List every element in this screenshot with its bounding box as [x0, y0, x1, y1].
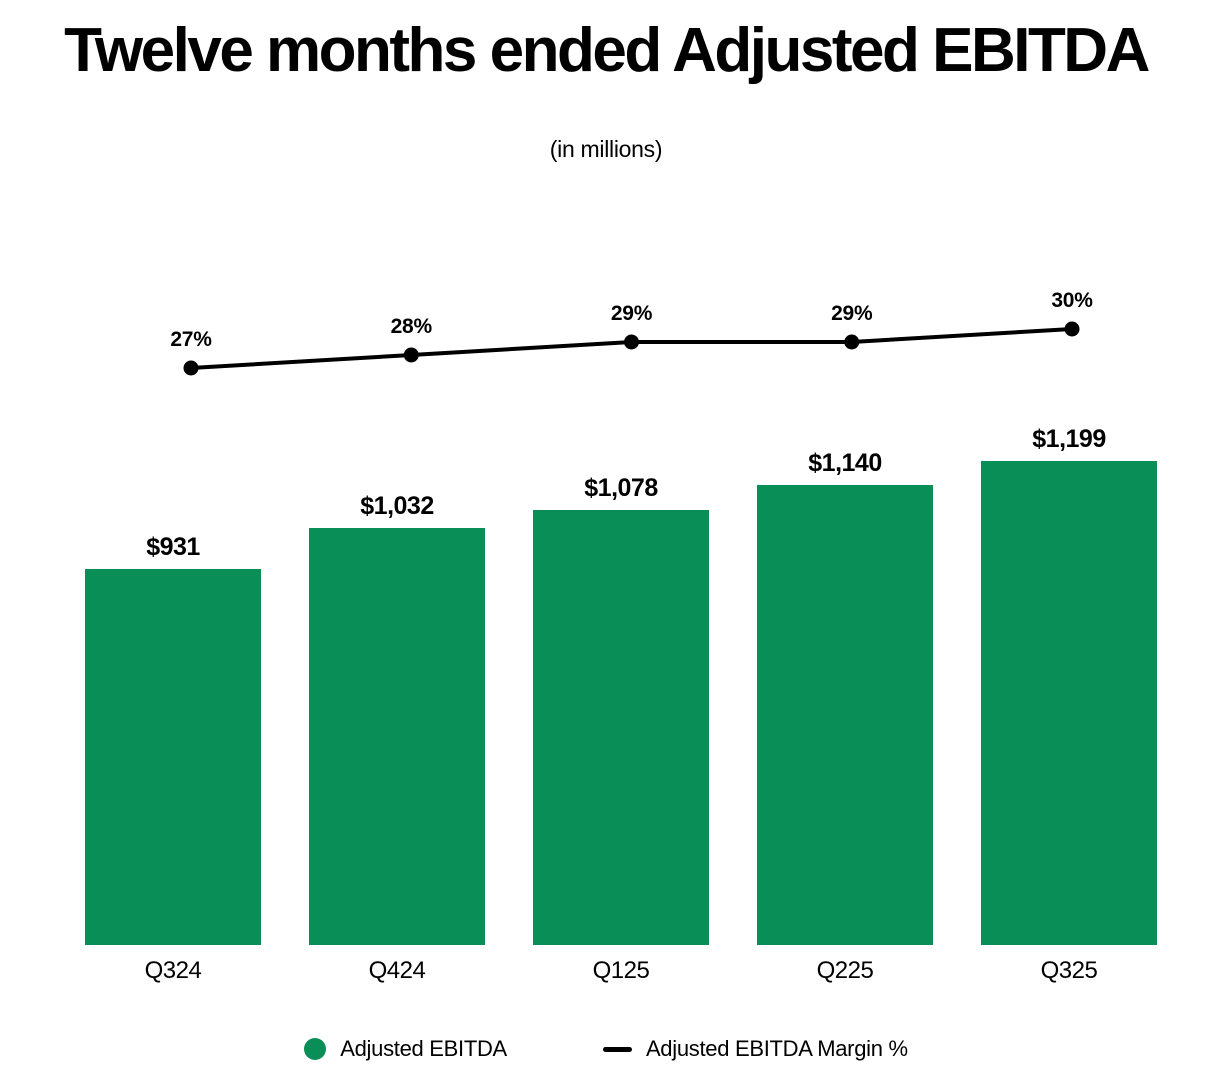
legend-label-margin: Adjusted EBITDA Margin %: [645, 1036, 908, 1061]
bar-q125: [533, 510, 709, 945]
margin-label-q225: 29%: [831, 302, 873, 325]
margin-line-point-q424: [403, 347, 419, 363]
margin-line-point-q324: [183, 360, 199, 376]
x-axis-label-q324: Q324: [144, 957, 202, 984]
margin-line-point-q225: [844, 334, 860, 350]
legend-label-adjusted-ebitda: Adjusted EBITDA: [340, 1036, 507, 1061]
bar-q325: [981, 461, 1157, 945]
bar-value-label-q424: $1,032: [360, 492, 434, 520]
bar-q424: [309, 528, 485, 945]
x-axis-label-q424: Q424: [368, 957, 426, 984]
black-dash-marker-icon: [602, 1046, 632, 1052]
bar-q324: [85, 569, 261, 945]
legend-item-margin: Adjusted EBITDA Margin %: [602, 1036, 908, 1062]
green-circle-marker-icon: [304, 1038, 327, 1060]
bar-value-label-q225: $1,140: [808, 449, 882, 477]
chart-subtitle: (in millions): [549, 136, 663, 162]
margin-line-point-q325: [1064, 321, 1080, 337]
margin-label-q324: 27%: [170, 328, 212, 351]
legend-item-adjusted-ebitda: Adjusted EBITDA: [304, 1036, 507, 1062]
x-axis-label-q325: Q325: [1040, 957, 1098, 984]
x-axis-label-q225: Q225: [816, 957, 874, 984]
margin-line: [190, 327, 1073, 370]
bar-value-label-q125: $1,078: [584, 474, 658, 502]
bar-q225: [757, 485, 933, 945]
margin-label-q125: 29%: [610, 302, 653, 325]
bar-value-label-q324: $931: [146, 533, 200, 561]
margin-line-point-q125: [624, 334, 639, 350]
page-title: Twelve months ended Adjusted EBITDA: [64, 16, 1150, 85]
legend: Adjusted EBITDA Adjusted EBITDA Margin %: [0, 1036, 1212, 1062]
bar-value-label-q325: $1,199: [1032, 425, 1106, 453]
margin-label-q325: 30%: [1051, 289, 1093, 312]
x-axis-label-q125: Q125: [592, 957, 650, 984]
margin-label-q424: 28%: [390, 315, 432, 338]
